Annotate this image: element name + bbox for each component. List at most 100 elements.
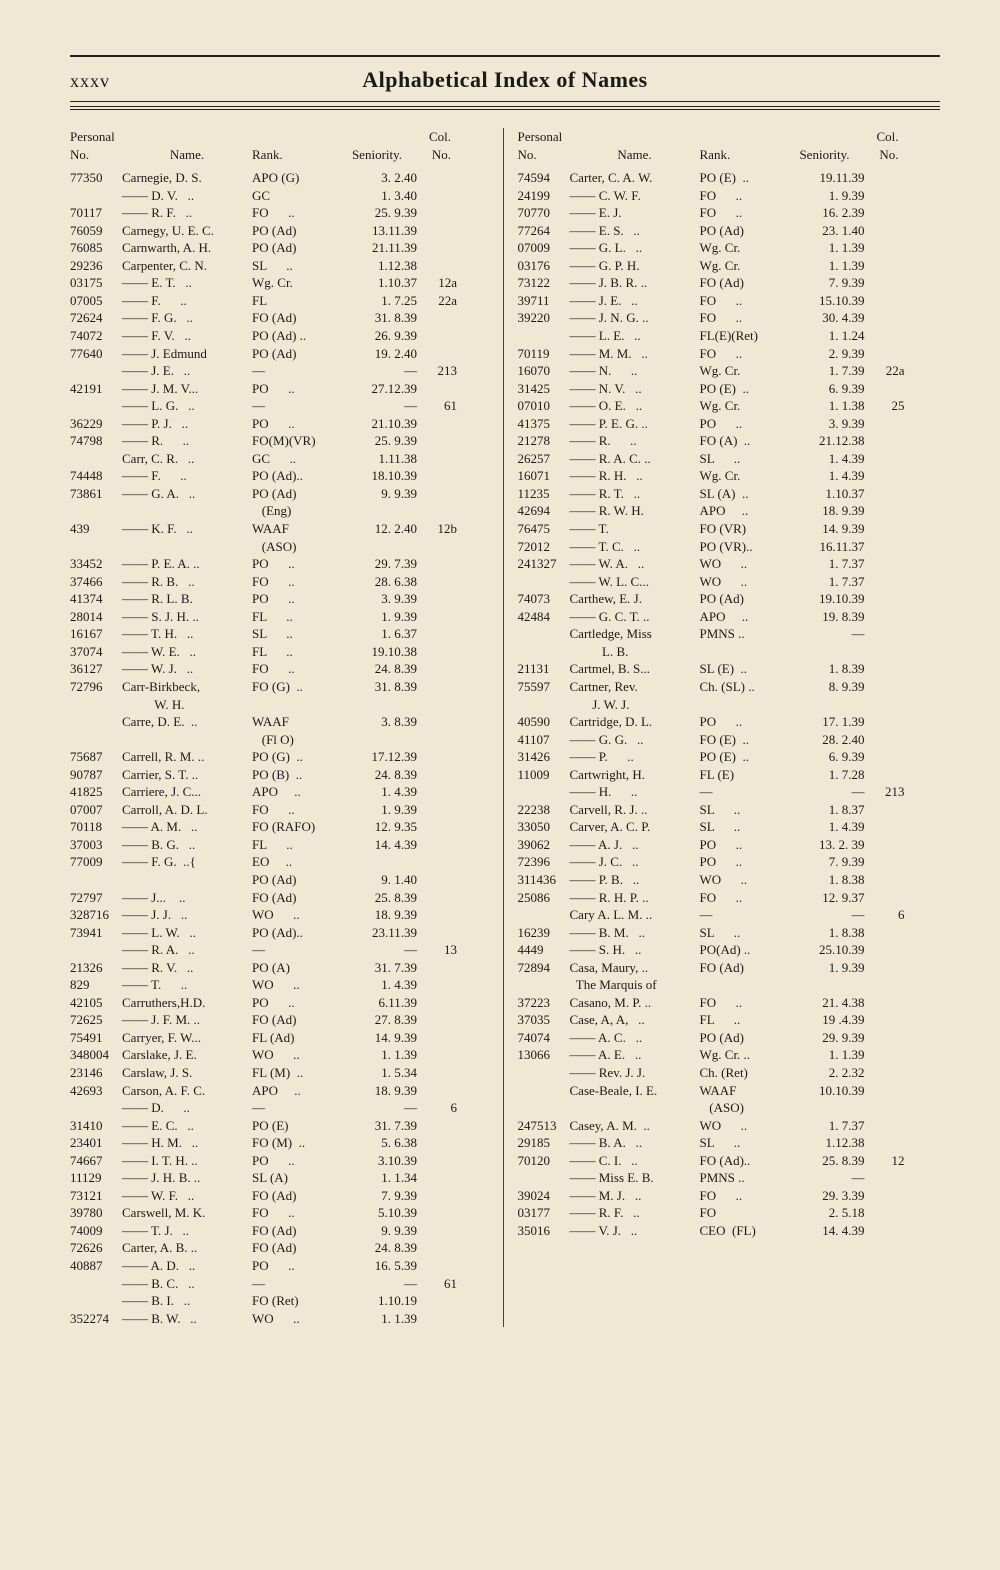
name-cell: —— F. ..	[122, 292, 252, 310]
name-cell: —— L. W. ..	[122, 924, 252, 942]
personal-no: 241327	[518, 555, 570, 573]
personal-no: 70117	[70, 204, 122, 222]
rank-cell: APO ..	[252, 1082, 337, 1100]
index-row: 74009—— T. J. ..FO (Ad)9. 9.39	[70, 1222, 493, 1240]
name-cell: Carslake, J. E.	[122, 1046, 252, 1064]
personal-no: 73121	[70, 1187, 122, 1205]
index-row: 73121—— W. F. ..FO (Ad)7. 9.39	[70, 1187, 493, 1205]
rank-cell: Wg. Cr. ..	[700, 1046, 785, 1064]
seniority-cell: 31. 8.39	[337, 678, 423, 696]
rank-cell: FO (Ad)	[252, 1011, 337, 1029]
index-row: 16071—— R. H. ..Wg. Cr.1. 4.39	[518, 467, 941, 485]
rank-cell: SL (E) ..	[700, 660, 785, 678]
personal-no: 11129	[70, 1169, 122, 1187]
seniority-cell: 25. 8.39	[337, 889, 423, 907]
name-cell: —— W. F. ..	[122, 1187, 252, 1205]
name-cell: —— R. W. H.	[570, 502, 700, 520]
personal-no: 21326	[70, 959, 122, 977]
col-no-cell	[423, 1257, 457, 1275]
personal-no: 11235	[518, 485, 570, 503]
col-no-cell	[423, 1292, 457, 1310]
col-no-cell	[423, 222, 457, 240]
index-row: 348004Carslake, J. E.WO ..1. 1.39	[70, 1046, 493, 1064]
name-cell: —— I. T. H. ..	[122, 1152, 252, 1170]
index-row: 39220—— J. N. G. ..FO ..30. 4.39	[518, 309, 941, 327]
personal-no: 33452	[70, 555, 122, 573]
rank-cell: CEO (FL)	[700, 1222, 785, 1240]
index-row: —— D. ..——6	[70, 1099, 493, 1117]
col-no-cell	[871, 1029, 905, 1047]
personal-no	[518, 783, 570, 801]
rank-cell: Wg. Cr.	[700, 467, 785, 485]
col-no-cell	[423, 924, 457, 942]
rank-cell: GC ..	[252, 450, 337, 468]
header-col: Col.	[865, 128, 899, 146]
name-cell: —— F. V. ..	[122, 327, 252, 345]
col-no-cell	[871, 538, 905, 556]
personal-no: 73941	[70, 924, 122, 942]
name-cell: —— B. G. ..	[122, 836, 252, 854]
seniority-cell: 25. 8.39	[785, 1152, 871, 1170]
index-row: 37074—— W. E. ..FL ..19.10.38	[70, 643, 493, 661]
rank-cell: SL ..	[700, 450, 785, 468]
index-row: 42105Carruthers,H.D.PO ..6.11.39	[70, 994, 493, 1012]
name-cell: —— A. J. ..	[570, 836, 700, 854]
name-cell: Cartwright, H.	[570, 766, 700, 784]
seniority-cell: 1. 4.39	[785, 467, 871, 485]
col-no-cell	[423, 555, 457, 573]
rank-cell: PO ..	[252, 555, 337, 573]
name-cell: Carpenter, C. N.	[122, 257, 252, 275]
rank-cell: FO (Ad)	[252, 1222, 337, 1240]
name-cell: —— V. J. ..	[570, 1222, 700, 1240]
rank-cell: Wg. Cr.	[700, 362, 785, 380]
name-cell: —— J. Edmund	[122, 345, 252, 363]
personal-no: 77350	[70, 169, 122, 187]
seniority-cell: 18. 9.39	[785, 502, 871, 520]
col-no-cell	[871, 889, 905, 907]
personal-no	[70, 397, 122, 415]
col-no-cell	[871, 853, 905, 871]
seniority-cell: —	[337, 1099, 423, 1117]
index-row: 74594Carter, C. A. W.PO (E) ..19.11.39	[518, 169, 941, 187]
col-no-cell	[423, 608, 457, 626]
rank-cell: FO (A) ..	[700, 432, 785, 450]
seniority-cell: 1. 8.38	[785, 924, 871, 942]
index-row: 72012—— T. C. ..PO (VR)..16.11.37	[518, 538, 941, 556]
personal-no: 24199	[518, 187, 570, 205]
rank-cell: FO ..	[700, 994, 785, 1012]
seniority-cell: 1. 7.37	[785, 1117, 871, 1135]
rank-cell: PO (Ad)	[252, 239, 337, 257]
name-cell: —— R. ..	[122, 432, 252, 450]
name-cell: —— D. ..	[122, 1099, 252, 1117]
personal-no: 42694	[518, 502, 570, 520]
index-row: 39780Carswell, M. K.FO ..5.10.39	[70, 1204, 493, 1222]
seniority-cell: 13. 2. 39	[785, 836, 871, 854]
name-cell: —— F. ..	[122, 467, 252, 485]
personal-no: 21278	[518, 432, 570, 450]
seniority-cell	[337, 502, 423, 520]
col-no-cell	[423, 1169, 457, 1187]
index-row: 36229—— P. J. ..PO ..21.10.39	[70, 415, 493, 433]
seniority-cell: 1. 9.39	[785, 187, 871, 205]
name-cell: Carver, A. C. P.	[570, 818, 700, 836]
index-row: 33452—— P. E. A. ..PO ..29. 7.39	[70, 555, 493, 573]
col-no-cell	[423, 415, 457, 433]
col-no-cell	[423, 1011, 457, 1029]
name-cell: Carrell, R. M. ..	[122, 748, 252, 766]
personal-no: 40590	[518, 713, 570, 731]
personal-no: 70118	[70, 818, 122, 836]
header-personal: Personal	[70, 128, 122, 146]
rank-cell: FL(E)(Ret)	[700, 327, 785, 345]
seniority-cell: 1. 4.39	[785, 818, 871, 836]
col-no-cell	[423, 467, 457, 485]
col-no-cell	[423, 1134, 457, 1152]
col-no-cell	[871, 924, 905, 942]
col-no-cell	[423, 959, 457, 977]
rank-cell: SL ..	[700, 1134, 785, 1152]
name-cell: —— L. E. ..	[570, 327, 700, 345]
name-cell: —— L. G. ..	[122, 397, 252, 415]
name-cell: —— T.	[570, 520, 700, 538]
index-row: (ASO)	[70, 538, 493, 556]
seniority-cell: 25.10.39	[785, 941, 871, 959]
name-cell: —— K. F. ..	[122, 520, 252, 538]
